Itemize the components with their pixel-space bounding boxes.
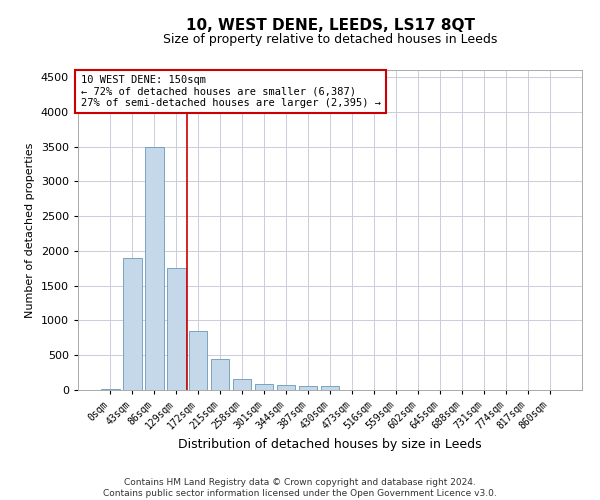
Bar xyxy=(123,258,142,390)
Text: Contains HM Land Registry data © Crown copyright and database right 2024.
Contai: Contains HM Land Registry data © Crown c… xyxy=(103,478,497,498)
Bar xyxy=(233,379,251,390)
X-axis label: Distribution of detached houses by size in Leeds: Distribution of detached houses by size … xyxy=(178,438,482,451)
Bar xyxy=(189,330,208,390)
Bar xyxy=(255,384,274,390)
Bar xyxy=(145,147,164,390)
Bar xyxy=(320,386,340,390)
Text: 10, WEST DENE, LEEDS, LS17 8QT: 10, WEST DENE, LEEDS, LS17 8QT xyxy=(185,18,475,32)
Bar xyxy=(277,386,295,390)
Y-axis label: Number of detached properties: Number of detached properties xyxy=(25,142,35,318)
Bar xyxy=(101,388,119,390)
Text: Size of property relative to detached houses in Leeds: Size of property relative to detached ho… xyxy=(163,32,497,46)
Bar xyxy=(211,358,229,390)
Bar xyxy=(167,268,185,390)
Text: 10 WEST DENE: 150sqm
← 72% of detached houses are smaller (6,387)
27% of semi-de: 10 WEST DENE: 150sqm ← 72% of detached h… xyxy=(80,75,380,108)
Bar xyxy=(299,386,317,390)
